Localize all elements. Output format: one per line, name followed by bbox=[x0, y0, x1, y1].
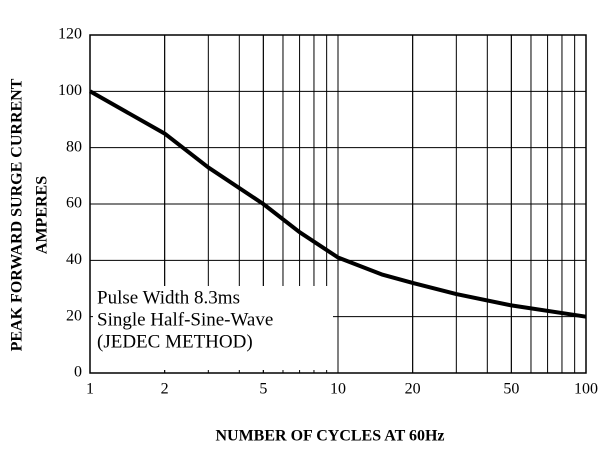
annotation: Single Half-Sine-Wave bbox=[97, 309, 273, 330]
x-tick-label: 20 bbox=[405, 381, 421, 398]
y-tick-label: 20 bbox=[66, 307, 82, 324]
x-tick-label: 100 bbox=[574, 381, 598, 398]
x-tick-label: 10 bbox=[330, 381, 346, 398]
y-tick-label: 80 bbox=[66, 138, 82, 155]
y-tick-label: 120 bbox=[58, 26, 82, 43]
x-tick-label: 50 bbox=[503, 381, 519, 398]
y-axis-title: AMPERES bbox=[34, 176, 51, 254]
annotation-box bbox=[93, 286, 333, 370]
plot-frame bbox=[89, 34, 587, 374]
annotation: (JEDEC METHOD) bbox=[97, 331, 253, 352]
y-axis-title: PEAK FORWARD SURGE CURRENT bbox=[9, 78, 26, 351]
x-tick-label: 1 bbox=[86, 381, 94, 398]
x-tick-label: 2 bbox=[161, 381, 169, 398]
y-tick-label: 60 bbox=[66, 195, 82, 212]
annotation: Pulse Width 8.3ms bbox=[97, 287, 240, 308]
y-tick-label: 0 bbox=[74, 364, 82, 381]
y-tick-label: 40 bbox=[66, 251, 82, 268]
x-tick-label: 5 bbox=[259, 381, 267, 398]
x-axis-title: NUMBER OF CYCLES AT 60Hz bbox=[215, 428, 444, 445]
curve bbox=[89, 89, 587, 319]
y-tick-label: 100 bbox=[58, 82, 82, 99]
